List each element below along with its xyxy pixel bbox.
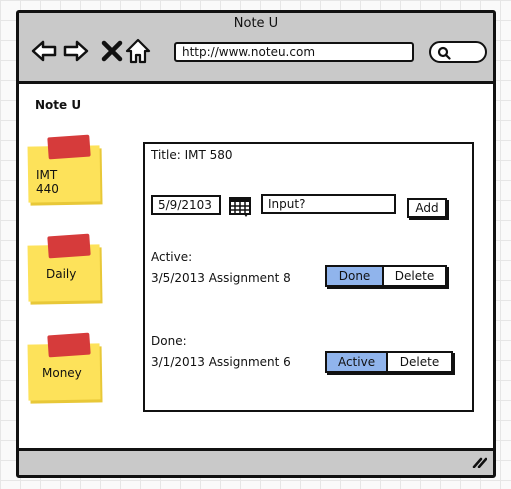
done-task-actions: Active Delete	[325, 351, 453, 373]
stop-x-icon[interactable]	[99, 38, 125, 64]
delete-button[interactable]: Delete	[394, 269, 435, 283]
done-task-item: 3/1/2013 Assignment 6	[151, 355, 291, 369]
calendar-icon[interactable]	[229, 196, 253, 218]
active-heading: Active:	[151, 250, 193, 264]
done-button[interactable]: Done	[327, 267, 385, 285]
window-title: Note U	[233, 16, 279, 31]
active-task-item: 3/5/2013 Assignment 8	[151, 271, 291, 285]
search-icon	[437, 46, 451, 60]
browser-window: Note U http://www.noteu.com Note U IMT 4…	[16, 10, 496, 478]
resize-grip-icon[interactable]	[471, 456, 487, 468]
delete-button[interactable]: Delete	[399, 355, 440, 369]
note-imt440[interactable]: IMT 440	[27, 134, 103, 204]
note-title: Title: IMT 580	[151, 148, 233, 162]
note-detail-panel: Title: IMT 580 5/9/2103 Input? Add Activ…	[143, 142, 474, 412]
date-input[interactable]: 5/9/2103	[151, 195, 221, 215]
title-bar: Note U http://www.noteu.com	[19, 13, 493, 84]
forward-arrow-icon[interactable]	[63, 38, 89, 64]
note-tape	[47, 233, 91, 259]
done-heading: Done:	[151, 334, 187, 348]
note-label: IMT 440	[36, 168, 59, 196]
url-input[interactable]: http://www.noteu.com	[174, 42, 414, 62]
note-label: Daily	[46, 267, 77, 281]
search-input[interactable]	[429, 41, 487, 63]
back-arrow-icon[interactable]	[31, 38, 57, 64]
note-tape	[47, 134, 91, 160]
add-button[interactable]: Add	[407, 198, 447, 218]
status-bar	[19, 448, 493, 475]
note-daily[interactable]: Daily	[27, 233, 103, 303]
note-tape	[47, 332, 91, 358]
active-button[interactable]: Active	[327, 353, 389, 371]
task-input[interactable]: Input?	[261, 194, 396, 214]
note-money[interactable]: Money	[27, 332, 103, 402]
note-label: Money	[42, 366, 82, 380]
home-icon[interactable]	[125, 38, 151, 64]
app-name: Note U	[35, 98, 82, 112]
active-task-actions: Done Delete	[325, 265, 447, 287]
